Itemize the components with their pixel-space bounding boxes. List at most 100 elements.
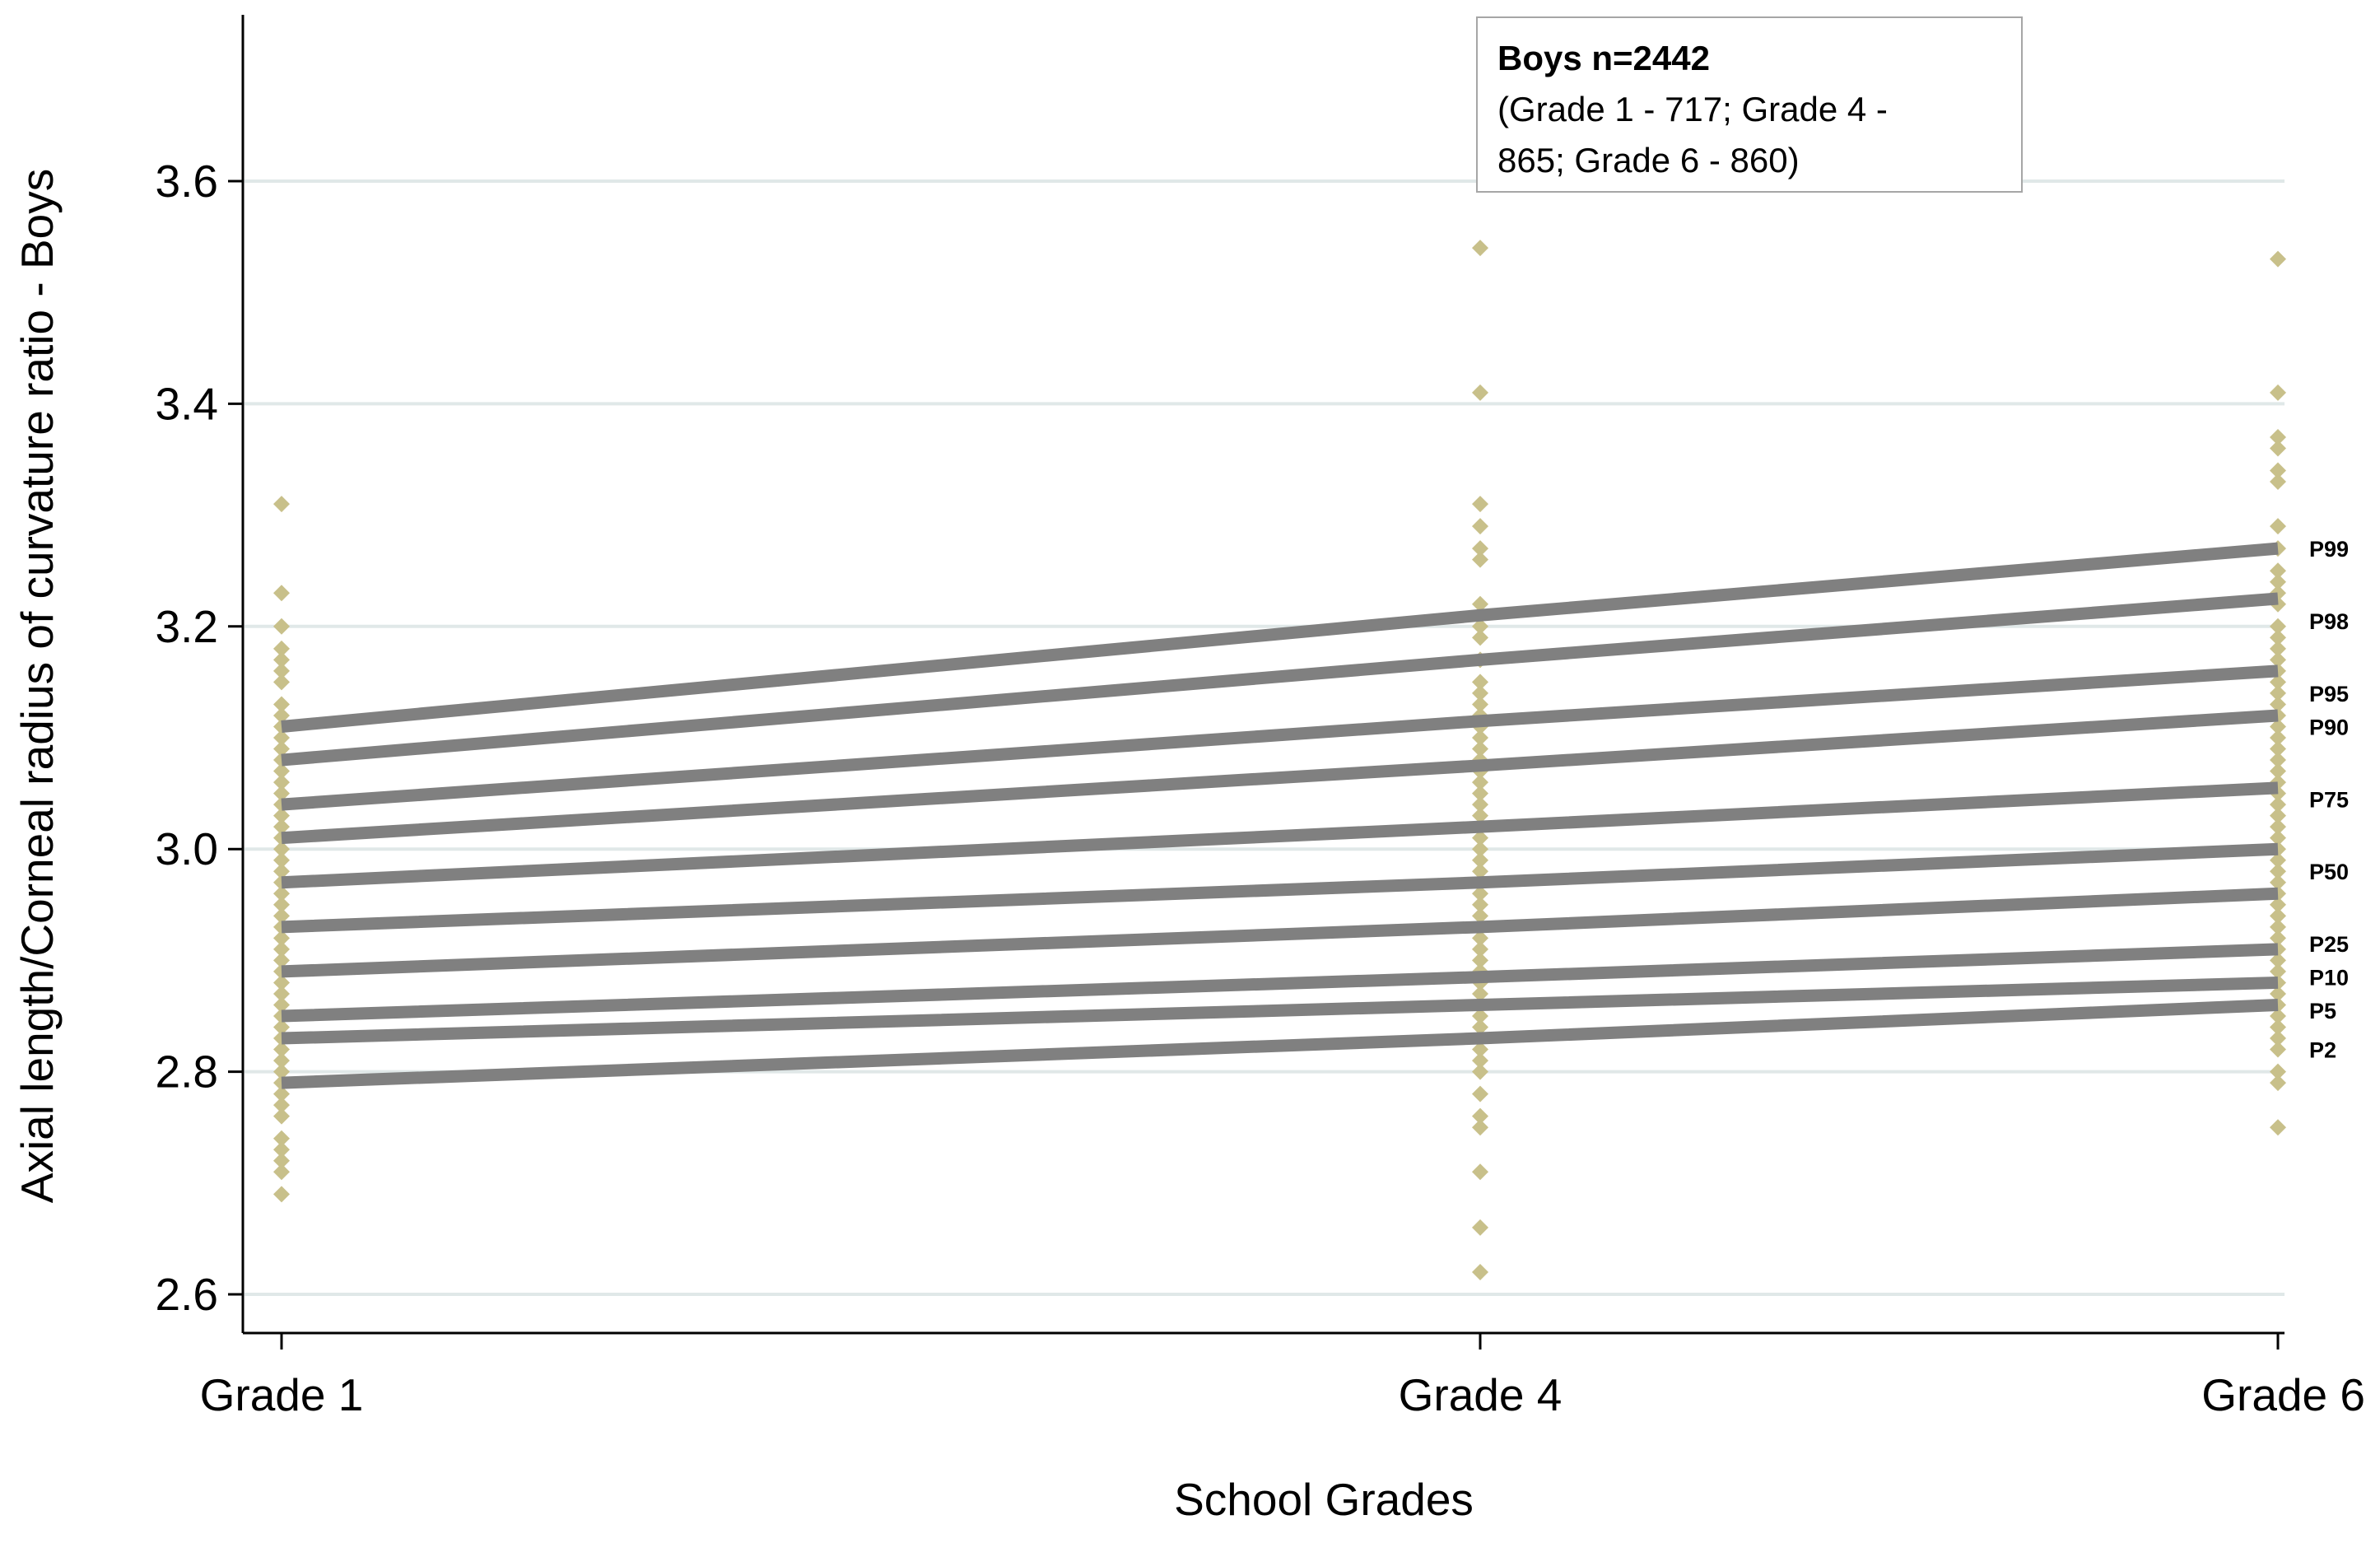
scatter-point [1472, 807, 1488, 824]
scatter-point [1472, 952, 1488, 969]
scatter-point [273, 1152, 290, 1169]
scatter-point [1472, 896, 1488, 913]
series-line-p98 [281, 592, 2279, 767]
scatter-point [1472, 618, 1488, 635]
scatter-point [2270, 428, 2286, 445]
series-line-p50 [281, 842, 2279, 934]
scatter-point [1472, 240, 1488, 257]
scatter-point [273, 1163, 290, 1181]
scatter-point [273, 1097, 290, 1114]
scatter-point [2270, 1030, 2286, 1047]
scatter-point [2270, 384, 2286, 401]
scatter-point [273, 651, 290, 669]
scatter-point [2270, 440, 2286, 457]
scatter-point [273, 696, 290, 713]
scatter-point [2270, 629, 2286, 646]
scatter-point [2270, 730, 2286, 746]
x-tick-labels: Grade 1 Grade 4 Grade 6 [200, 1369, 2365, 1420]
scatter-point [273, 863, 290, 880]
scatter-point [273, 818, 290, 836]
series-label-p90: P90 [2309, 715, 2349, 739]
legend-box: Boys n=2442 (Grade 1 - 717; Grade 4 - 86… [1476, 16, 2023, 193]
scatter-point [1472, 841, 1488, 858]
scatter-point [1472, 1063, 1488, 1080]
scatter-point [1472, 730, 1488, 746]
scatter-point [2270, 462, 2286, 479]
scatter-point [273, 706, 290, 724]
scatter-point [273, 740, 290, 758]
scatter-point [2270, 1008, 2286, 1024]
scatter-point [273, 807, 290, 824]
percentile-labels: P99 P98 P95 P90 P75 P50 P25 P10 P5 P2 [2309, 537, 2349, 1062]
scatter-point [1472, 774, 1488, 791]
scatter-point [2270, 674, 2286, 691]
scatter-point [1472, 674, 1488, 691]
series-label-p10: P10 [2309, 966, 2349, 991]
scatter-point [273, 930, 290, 947]
scatter-point [1472, 595, 1488, 613]
scatter-point [2270, 250, 2286, 268]
scatter-point [273, 585, 290, 602]
scatter-point [2270, 874, 2286, 891]
scatter-point [273, 885, 290, 902]
x-tick-label: Grade 1 [200, 1369, 364, 1420]
scatter-point [2270, 562, 2286, 580]
x-tick-label: Grade 6 [2201, 1369, 2365, 1420]
scatter-point [273, 1141, 290, 1158]
scatter-points [273, 240, 2286, 1280]
scatter-point [273, 952, 290, 969]
scatter-point [1472, 551, 1488, 568]
scatter-point [1472, 930, 1488, 947]
scatter-point [1472, 907, 1488, 925]
scatter-point [2270, 518, 2286, 535]
x-tick-label: Grade 4 [1399, 1369, 1563, 1420]
scatter-point [2270, 930, 2286, 947]
scatter-point [273, 1085, 290, 1102]
series-label-p95: P95 [2309, 682, 2349, 706]
scatter-point [2270, 918, 2286, 935]
scatter-point [2270, 684, 2286, 702]
y-tick-label: 3.2 [156, 601, 218, 652]
y-tick-label: 3.4 [156, 378, 218, 429]
scatter-point [2270, 807, 2286, 824]
scatter-point [1472, 1019, 1488, 1036]
scatter-point [1472, 785, 1488, 802]
series-line-p90 [281, 709, 2279, 845]
legend-text-line-2: 865; Grade 6 - 860) [1497, 141, 1800, 179]
scatter-point [2270, 640, 2286, 657]
y-tick-label: 2.8 [156, 1047, 218, 1098]
scatter-point [1472, 1219, 1488, 1236]
scatter-point [2270, 1019, 2286, 1036]
scatter-point [2270, 1063, 2286, 1080]
scatter-point [273, 640, 290, 657]
scatter-point [1472, 629, 1488, 646]
scatter-point [1472, 518, 1488, 535]
series-line-p95 [281, 664, 2279, 811]
scatter-point [273, 618, 290, 635]
y-axis-title: Axial length/Corneal radius of curvature… [12, 169, 63, 1203]
scatter-point [1472, 863, 1488, 880]
scatter-point [1472, 1085, 1488, 1102]
scatter-point [2270, 907, 2286, 925]
scatter-point [273, 496, 290, 513]
scatter-point [273, 774, 290, 791]
scatter-point [2270, 752, 2286, 769]
series-label-p2: P2 [2309, 1038, 2336, 1063]
series-line-p2 [281, 998, 2279, 1089]
scatter-point [273, 1107, 290, 1125]
scatter-point [1472, 851, 1488, 869]
scatter-point [1472, 1052, 1488, 1070]
scatter-point [273, 1063, 290, 1080]
scatter-point [1472, 940, 1488, 958]
scatter-point [2270, 762, 2286, 780]
series-label-p50: P50 [2309, 860, 2349, 884]
scatter-point [1472, 684, 1488, 702]
scatter-point [273, 730, 290, 746]
y-tick-labels: 2.6 2.8 3.0 3.2 3.4 3.6 [156, 156, 218, 1320]
scatter-point [2270, 573, 2286, 590]
y-tick-label: 3.0 [156, 823, 218, 874]
series-line-p5 [281, 976, 2279, 1045]
scatter-point [2270, 896, 2286, 913]
axes [228, 15, 2285, 1350]
